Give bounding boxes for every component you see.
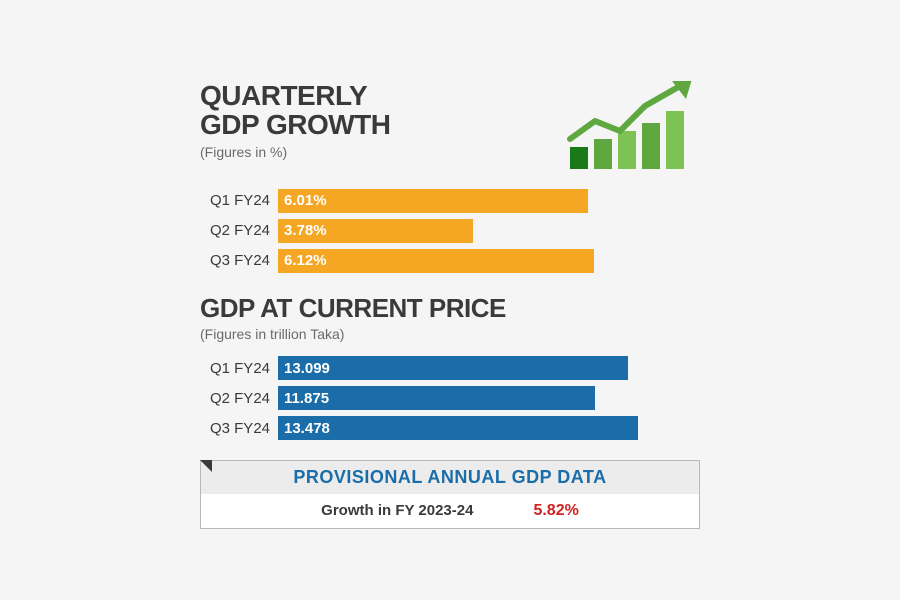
footer-body: Growth in FY 2023-24 5.82%: [201, 494, 699, 528]
section1-title-block: QUARTERLY GDP GROWTH (Figures in %): [200, 81, 550, 160]
bar-label: Q1 FY24: [200, 192, 278, 209]
growth-chart-icon: [550, 81, 700, 171]
bar-value: 6.12%: [284, 252, 327, 269]
bar: 6.01%: [278, 189, 588, 213]
bar-label: Q1 FY24: [200, 360, 278, 377]
footer-value: 5.82%: [533, 502, 578, 520]
bar-label: Q2 FY24: [200, 222, 278, 239]
bar-value: 13.099: [284, 360, 330, 377]
section1-title: QUARTERLY GDP GROWTH: [200, 81, 550, 140]
bar-row: Q1 FY24 13.099: [200, 356, 700, 380]
bar: 11.875: [278, 386, 595, 410]
bar: 6.12%: [278, 249, 594, 273]
bar: 13.099: [278, 356, 628, 380]
section2-subtitle: (Figures in trillion Taka): [200, 326, 700, 342]
infographic-container: QUARTERLY GDP GROWTH (Figures in %) Q1 F…: [160, 51, 740, 549]
bar-label: Q2 FY24: [200, 390, 278, 407]
section2-title: GDP AT CURRENT PRICE: [200, 295, 700, 322]
section1-bars: Q1 FY24 6.01% Q2 FY24 3.78% Q3 FY24 6.12%: [200, 189, 700, 273]
section2-bars: Q1 FY24 13.099 Q2 FY24 11.875 Q3 FY24 13.478: [200, 356, 700, 440]
bar-row: Q1 FY24 6.01%: [200, 189, 700, 213]
bar-label: Q3 FY24: [200, 420, 278, 437]
bar-value: 6.01%: [284, 192, 327, 209]
section1-subtitle: (Figures in %): [200, 144, 550, 160]
bar: 13.478: [278, 416, 638, 440]
bar-label: Q3 FY24: [200, 252, 278, 269]
bar-value: 13.478: [284, 420, 330, 437]
bar-value: 3.78%: [284, 222, 327, 239]
footer-title: PROVISIONAL ANNUAL GDP DATA: [293, 467, 606, 487]
footer-header: PROVISIONAL ANNUAL GDP DATA: [201, 461, 699, 494]
bar-value: 11.875: [284, 390, 329, 407]
footer-label: Growth in FY 2023-24: [321, 502, 473, 520]
header-row: QUARTERLY GDP GROWTH (Figures in %): [200, 81, 700, 171]
bar-row: Q3 FY24 6.12%: [200, 249, 700, 273]
bar-row: Q3 FY24 13.478: [200, 416, 700, 440]
bar-row: Q2 FY24 11.875: [200, 386, 700, 410]
footer-box: PROVISIONAL ANNUAL GDP DATA Growth in FY…: [200, 460, 700, 529]
section2: GDP AT CURRENT PRICE (Figures in trillio…: [200, 295, 700, 440]
bar: 3.78%: [278, 219, 473, 243]
bar-row: Q2 FY24 3.78%: [200, 219, 700, 243]
